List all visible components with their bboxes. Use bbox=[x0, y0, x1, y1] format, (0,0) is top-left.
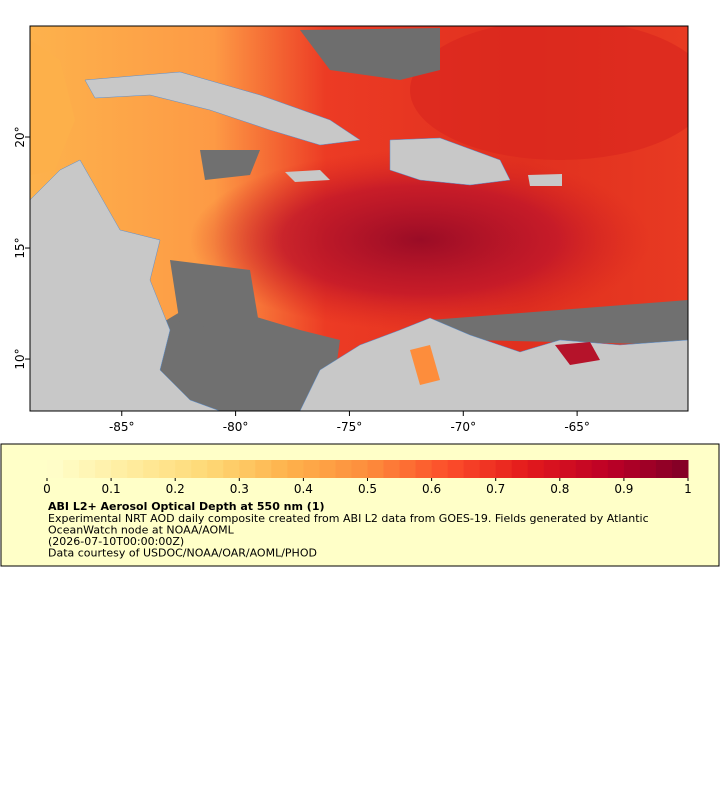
colorbar-cell bbox=[47, 460, 64, 478]
colorbar-cell bbox=[351, 460, 368, 478]
map-image bbox=[30, 26, 688, 411]
colorbar-cell bbox=[367, 460, 385, 478]
colorbar-tick-label: 0 bbox=[43, 482, 51, 496]
colorbar-cell bbox=[655, 460, 673, 478]
colorbar-cell bbox=[287, 460, 304, 478]
x-tick-label: -70° bbox=[450, 420, 476, 434]
legend-description-line: (2026-07-10T00:00:00Z) bbox=[48, 535, 184, 548]
colorbar-cell bbox=[431, 460, 449, 478]
colorbar-tick-label: 0.1 bbox=[102, 482, 121, 496]
colorbar-cell bbox=[591, 460, 609, 478]
colorbar-cell bbox=[303, 460, 320, 478]
legend-description-line: OceanWatch node at NOAA/AOML bbox=[48, 524, 235, 537]
colorbar-cell bbox=[271, 460, 288, 478]
colorbar-cell bbox=[639, 460, 657, 478]
y-tick-label: 15° bbox=[13, 237, 27, 258]
x-tick-label: -75° bbox=[337, 420, 363, 434]
colorbar-cell bbox=[383, 460, 401, 478]
colorbar-tick-label: 0.9 bbox=[614, 482, 633, 496]
x-tick-label: -85° bbox=[109, 420, 135, 434]
colorbar-cell bbox=[191, 460, 208, 478]
colorbar-tick-label: 0.7 bbox=[486, 482, 505, 496]
map-frame bbox=[29, 25, 689, 412]
colorbar-cell bbox=[335, 460, 352, 478]
colorbar-tick-label: 0.4 bbox=[294, 482, 313, 496]
colorbar-tick-label: 0.3 bbox=[230, 482, 249, 496]
colorbar-cell bbox=[527, 460, 545, 478]
colorbar-cell bbox=[255, 460, 272, 478]
colorbar-cell bbox=[223, 460, 240, 478]
x-tick-label: -80° bbox=[223, 420, 249, 434]
colorbar-cell bbox=[95, 460, 112, 478]
colorbar-cell bbox=[463, 460, 481, 478]
colorbar-cell bbox=[479, 460, 497, 478]
colorbar-cell bbox=[671, 460, 689, 478]
colorbar-tick-label: 0.2 bbox=[166, 482, 185, 496]
colorbar-cell bbox=[207, 460, 224, 478]
colorbar: 0 0.1 0.2 0.3 0.4 0.5 0.6 0.7 0.8 0.9 1 bbox=[43, 460, 692, 496]
y-tick-label: 10° bbox=[13, 348, 27, 369]
map-axes: -85° -80° -75° -70° -65° 10° 15° 20° bbox=[13, 126, 590, 434]
colorbar-cell bbox=[239, 460, 256, 478]
colorbar-tick-label: 0.5 bbox=[358, 482, 377, 496]
colorbar-cell bbox=[111, 460, 128, 478]
colorbar-cell bbox=[63, 460, 80, 478]
colorbar-cell bbox=[447, 460, 465, 478]
colorbar-tick-label: 0.6 bbox=[422, 482, 441, 496]
colorbar-tick-label: 0.8 bbox=[550, 482, 569, 496]
colorbar-cell bbox=[159, 460, 176, 478]
colorbar-cell bbox=[175, 460, 192, 478]
x-tick-label: -65° bbox=[564, 420, 590, 434]
colorbar-cell bbox=[623, 460, 641, 478]
colorbar-cell bbox=[543, 460, 561, 478]
colorbar-cell bbox=[607, 460, 625, 478]
legend-description: Experimental NRT AOD daily composite cre… bbox=[48, 512, 649, 560]
colorbar-cell bbox=[511, 460, 529, 478]
legend-description-line: Experimental NRT AOD daily composite cre… bbox=[48, 512, 649, 525]
colorbar-cell bbox=[127, 460, 144, 478]
colorbar-cell bbox=[575, 460, 593, 478]
colorbar-cell bbox=[79, 460, 96, 478]
colorbar-cell bbox=[399, 460, 417, 478]
colorbar-cell bbox=[319, 460, 336, 478]
legend-description-line: Data courtesy of USDOC/NOAA/OAR/AOML/PHO… bbox=[48, 547, 317, 560]
colorbar-cell bbox=[559, 460, 577, 478]
y-tick-label: 20° bbox=[13, 126, 27, 147]
colorbar-cell bbox=[495, 460, 513, 478]
colorbar-cell bbox=[415, 460, 433, 478]
colorbar-tick-label: 1 bbox=[684, 482, 692, 496]
legend-title: ABI L2+ Aerosol Optical Depth at 550 nm … bbox=[48, 500, 325, 513]
colorbar-cell bbox=[143, 460, 160, 478]
